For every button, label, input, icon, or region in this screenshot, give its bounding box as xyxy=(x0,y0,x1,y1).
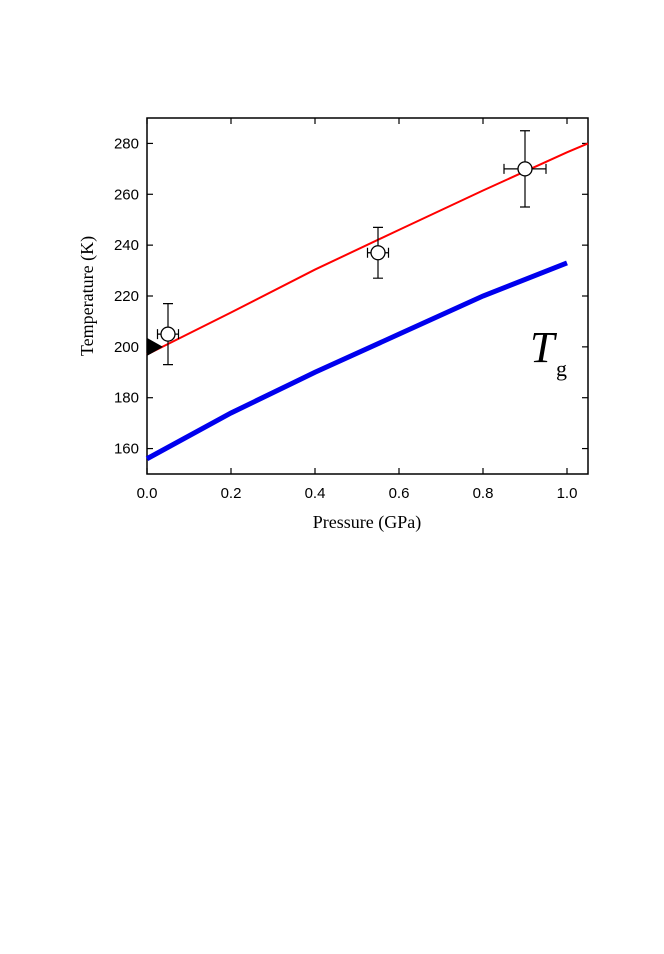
curve xyxy=(146,142,589,356)
y-tick-label: 160 xyxy=(114,441,139,458)
x-tick-label: 0.0 xyxy=(137,485,158,502)
y-tick-label: 240 xyxy=(114,237,139,254)
y-tick-label: 260 xyxy=(114,186,139,203)
x-axis-label: Pressure (GPa) xyxy=(313,512,421,533)
y-axis-label: Temperature (K) xyxy=(77,236,98,356)
y-tick-label: 280 xyxy=(114,135,139,152)
triangle-marker xyxy=(147,337,163,356)
x-tick-label: 0.8 xyxy=(473,485,494,502)
data-point xyxy=(160,326,176,342)
y-tick-label: 180 xyxy=(114,390,139,407)
data-point xyxy=(517,161,533,177)
y-tick-label: 220 xyxy=(114,288,139,305)
curve xyxy=(145,260,568,461)
x-tick-label: 0.4 xyxy=(305,485,326,502)
y-tick-label: 200 xyxy=(114,339,139,356)
x-tick-label: 0.6 xyxy=(389,485,410,502)
x-tick-label: 1.0 xyxy=(557,485,578,502)
data-point xyxy=(370,245,386,261)
x-tick-label: 0.2 xyxy=(221,485,242,502)
annotation-subscript: g xyxy=(556,356,567,381)
annotation: T xyxy=(530,323,558,372)
